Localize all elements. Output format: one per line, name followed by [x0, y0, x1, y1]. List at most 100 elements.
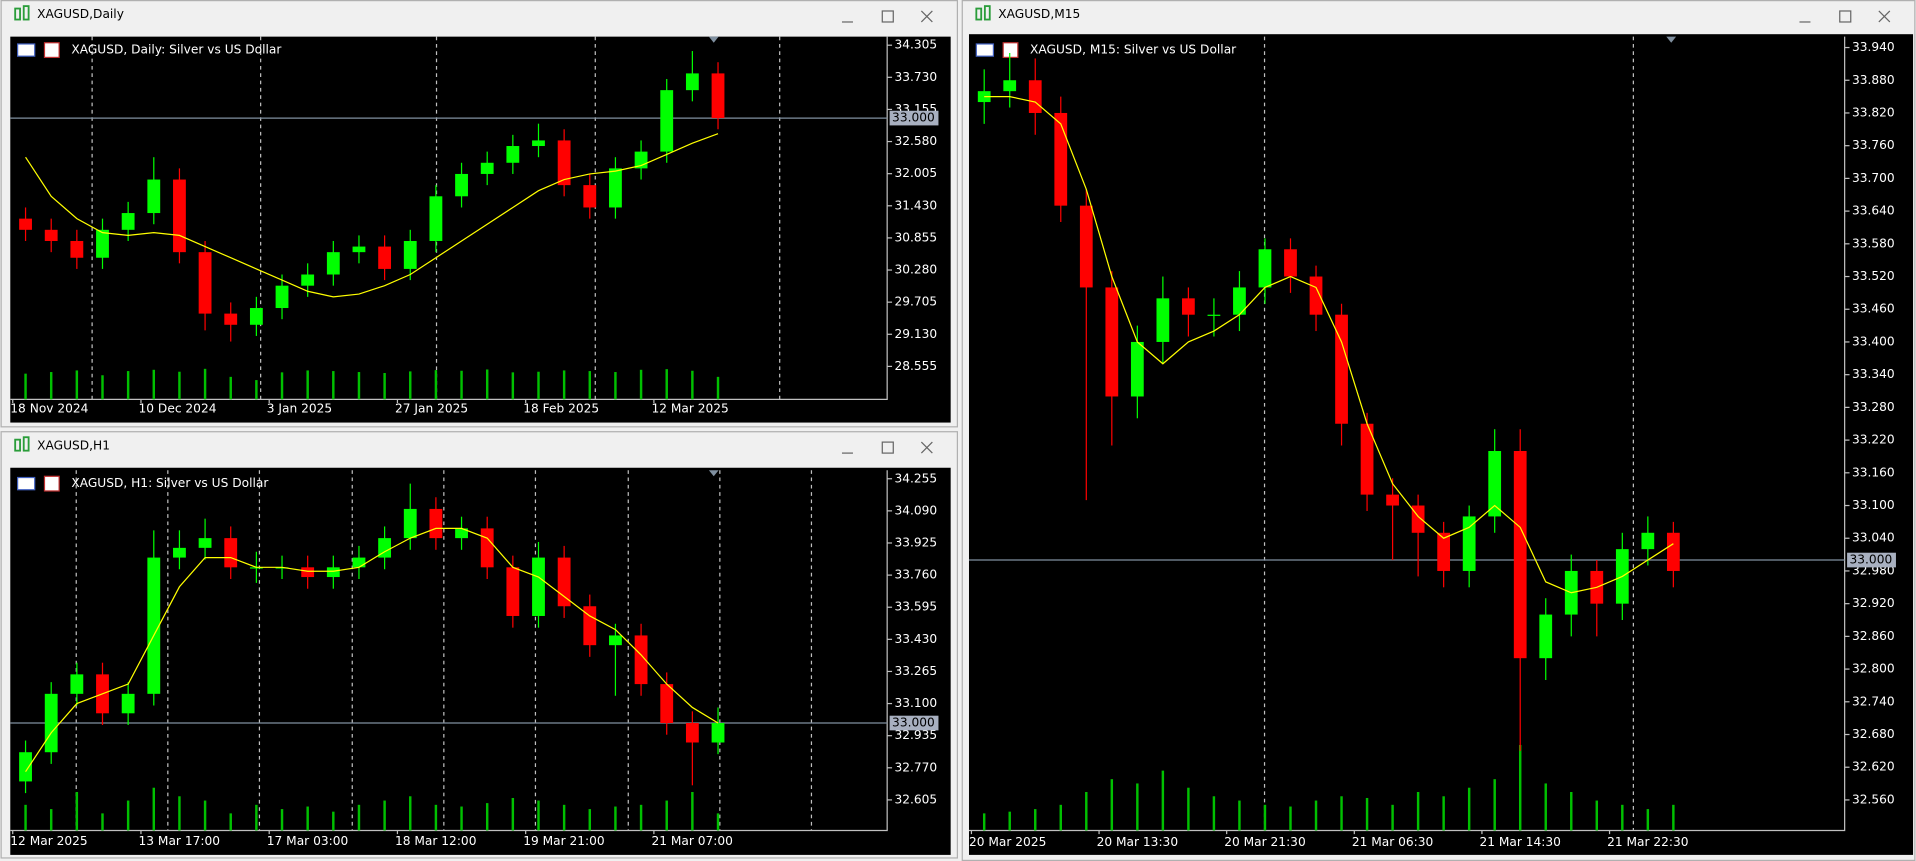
- y-tick-label: 33.700: [1852, 171, 1895, 185]
- volume-bar: [101, 813, 104, 831]
- candle-body: [1207, 314, 1221, 316]
- shift-marker: [708, 470, 719, 477]
- y-tick-label: 32.920: [1852, 596, 1895, 610]
- candle-body: [532, 557, 545, 616]
- volume-bar: [280, 372, 284, 400]
- y-tick-label: 30.280: [894, 263, 937, 277]
- y-tick-label: 33.160: [1852, 465, 1895, 479]
- candle-body: [532, 140, 545, 147]
- y-tick-label: 33.430: [894, 632, 937, 646]
- chart-area: [10, 36, 951, 423]
- maximize-button[interactable]: [881, 10, 894, 23]
- chart-icon: [17, 476, 36, 491]
- candle-body: [301, 274, 315, 286]
- candle-body: [609, 168, 622, 208]
- y-tick-label: 32.935: [894, 728, 937, 742]
- candle-body: [121, 213, 135, 230]
- y-tick-label: 32.560: [1852, 792, 1895, 806]
- candle-body: [173, 547, 186, 558]
- y-tick-label: 32.005: [894, 166, 937, 180]
- volume-bar: [229, 376, 232, 400]
- close-button[interactable]: [920, 441, 933, 454]
- candle-body: [1284, 249, 1297, 277]
- volume-bar: [434, 804, 438, 831]
- price-label-box: [1847, 552, 1896, 568]
- candle-body: [1437, 532, 1451, 571]
- volume-bar: [1672, 804, 1675, 831]
- x-tick-label: 18 Mar 12:00: [395, 834, 476, 848]
- x-tick-label: 3 Jan 2025: [267, 402, 332, 416]
- x-tick-label: 13 Mar 17:00: [139, 834, 220, 848]
- maximize-button[interactable]: [881, 441, 894, 454]
- volume-bar: [1493, 779, 1496, 831]
- volume-bar: [49, 372, 53, 400]
- y-tick-label: 29.705: [894, 295, 937, 309]
- volume-bar: [1467, 787, 1471, 831]
- volume-bar: [1391, 804, 1394, 831]
- volume-bar: [126, 371, 130, 400]
- volume-bar: [1621, 804, 1624, 831]
- candle-body: [70, 674, 84, 694]
- candle-body: [224, 538, 238, 568]
- volume-bar: [357, 372, 361, 400]
- volume-bar: [511, 797, 515, 831]
- y-tick-label: 31.430: [894, 198, 937, 212]
- candle-body: [1513, 451, 1527, 659]
- volume-bar: [332, 811, 335, 831]
- candle-body: [1105, 287, 1119, 397]
- maximize-button[interactable]: [1839, 10, 1852, 23]
- candle-body: [660, 684, 674, 724]
- y-tick-label: 33.400: [1852, 334, 1895, 348]
- candle-body: [326, 567, 340, 578]
- candle-body: [557, 557, 571, 607]
- moving-average: [25, 527, 719, 773]
- y-tick-label: 33.100: [1852, 498, 1895, 512]
- candle-body: [403, 508, 417, 539]
- volume-bar: [665, 369, 668, 400]
- volume-bar: [383, 800, 386, 831]
- volume-bar: [691, 791, 694, 831]
- candle-body: [557, 140, 571, 186]
- x-tick-label: 20 Mar 21:30: [1224, 835, 1305, 849]
- candle-body: [1539, 614, 1553, 659]
- volume-bar: [152, 787, 156, 831]
- candle-body: [1488, 451, 1502, 517]
- candle-body: [480, 162, 494, 174]
- volume-bar: [255, 804, 258, 831]
- volume-bar: [1646, 809, 1650, 831]
- volume-bar: [1263, 804, 1267, 831]
- volume-bar: [537, 371, 540, 400]
- y-tick-label: 33.940: [1852, 40, 1895, 54]
- y-tick-label: 33.640: [1852, 204, 1895, 218]
- y-tick-label: 28.555: [894, 359, 937, 373]
- window-icon: [22, 436, 30, 452]
- x-tick-label: 18 Feb 2025: [523, 402, 599, 416]
- chart-label: XAGUSD, M15: Silver vs US Dollar: [1030, 43, 1237, 57]
- candle-body: [1666, 532, 1680, 571]
- close-button[interactable]: [1878, 10, 1891, 23]
- volume-bar: [460, 806, 463, 831]
- candle-body: [583, 606, 597, 646]
- volume-bar: [1161, 770, 1165, 831]
- y-tick-label: 33.760: [894, 568, 937, 582]
- y-tick-label: 33.880: [1852, 73, 1895, 87]
- y-tick-label: 33.925: [894, 535, 937, 549]
- close-button[interactable]: [920, 10, 933, 23]
- chart-icon: [43, 42, 60, 59]
- candle-body: [198, 538, 212, 548]
- y-tick-label: 32.680: [1852, 727, 1895, 741]
- volume-bar: [1008, 811, 1011, 831]
- candle-body: [429, 508, 443, 539]
- candle-body: [634, 635, 648, 685]
- volume-bar: [1110, 779, 1114, 831]
- volume-bar: [1059, 804, 1062, 831]
- volume-bar: [357, 804, 361, 831]
- candle-body: [480, 528, 494, 568]
- volume-bar: [1314, 800, 1318, 831]
- y-tick-label: 34.255: [894, 471, 937, 485]
- window-icon: [22, 5, 30, 21]
- x-tick-label: 12 Mar 2025: [651, 402, 728, 416]
- window-title: XAGUSD,Daily: [37, 7, 124, 21]
- volume-bar: [332, 371, 335, 400]
